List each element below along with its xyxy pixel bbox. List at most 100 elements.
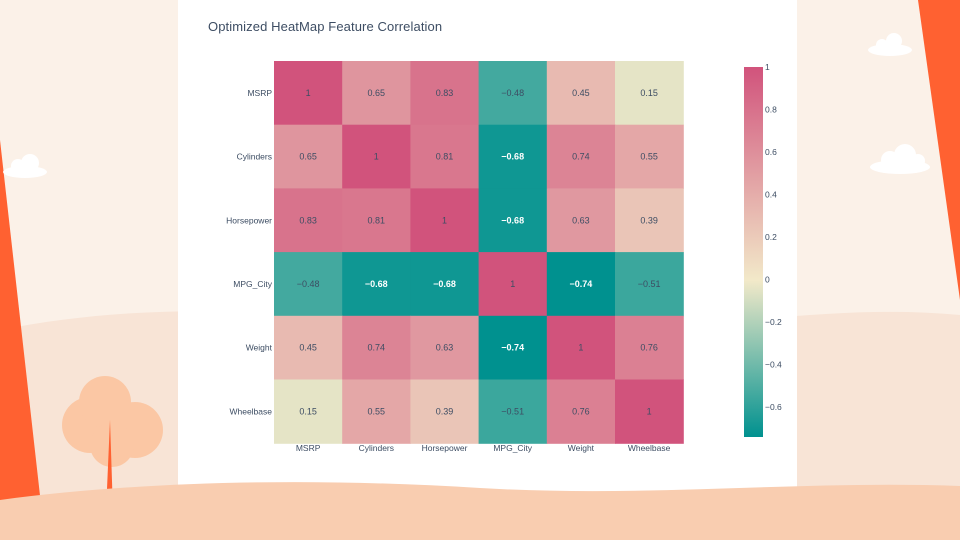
x-axis-labels: MSRP Cylinders Horsepower MPG_City Weight Whe…	[296, 443, 671, 453]
x-tick-label: Wheelbase	[628, 443, 671, 453]
y-tick-label: MPG_City	[233, 279, 272, 289]
cell-value-label: 0.81	[368, 215, 386, 225]
x-tick-label: Weight	[568, 443, 595, 453]
cell-value-label: 1	[442, 215, 447, 225]
cell-value-label: −0.48	[297, 279, 320, 289]
heatmap-cell	[410, 315, 480, 381]
cell-value-label: 0.83	[299, 215, 317, 225]
colorbar-tick-label: 0	[765, 275, 770, 285]
cell-value-label: 0.39	[640, 215, 658, 225]
heatmap-cell	[274, 379, 343, 444]
cell-value-label: 0.76	[572, 406, 590, 416]
cell-value-label: −0.68	[365, 279, 388, 289]
heatmap-cell	[342, 315, 411, 381]
colorbar-tick-label: 0.8	[765, 105, 777, 115]
heatmap-cell	[615, 61, 684, 126]
colorbar-labels: 1 0.8 0.6 0.4 0.2 0 −0.2 −0.4 −0.6	[765, 62, 782, 412]
cell-value-label: 0.74	[368, 343, 386, 353]
heatmap-cell	[410, 188, 480, 253]
y-axis-labels: MSRP Cylinders Horsepower MPG_City Weight Whe…	[226, 88, 273, 417]
cell-value-label: 1	[374, 152, 379, 162]
cell-value-label: −0.51	[638, 279, 661, 289]
cell-value-label: 0.15	[640, 88, 658, 98]
heatmap-cell	[274, 61, 343, 126]
heatmap-cell	[478, 188, 548, 253]
chart-title: Optimized HeatMap Feature Correlation	[208, 19, 443, 34]
heatmap-cell	[410, 61, 480, 126]
cell-value-label: 1	[306, 88, 311, 98]
cell-value-label: 0.65	[299, 152, 317, 162]
left-orange-ribbon	[0, 140, 45, 540]
heatmap-cell	[274, 252, 343, 317]
heatmap-cell	[478, 124, 548, 189]
heatmap-cell	[410, 124, 480, 189]
colorbar-tick-label: 1	[765, 62, 770, 72]
heatmap-cell	[615, 379, 684, 444]
heatmap-cell	[478, 252, 548, 317]
colorbar	[744, 67, 763, 437]
x-tick-label: Horsepower	[422, 443, 468, 453]
heatmap-cell	[615, 188, 684, 253]
colorbar-tick-label: 0.6	[765, 147, 777, 157]
cell-value-label: 0.83	[436, 88, 454, 98]
cell-value-label: 0.65	[368, 88, 386, 98]
y-tick-label: Horsepower	[226, 215, 272, 225]
cell-value-label: −0.74	[570, 279, 593, 289]
cell-value-label: −0.68	[501, 215, 524, 225]
y-tick-label: MSRP	[247, 88, 272, 98]
cell-value-label: −0.51	[501, 406, 524, 416]
heatmap-cell	[342, 124, 411, 189]
heatmap-cell	[546, 188, 616, 253]
cell-value-label: 0.63	[436, 343, 454, 353]
heatmap-cells: 1 0.65 0.83 −0.48 0.45 0.15 0.65 1 0.81 −0.68 0.74…	[274, 61, 684, 444]
x-tick-label: Cylinders	[359, 443, 394, 453]
heatmap-cell	[546, 124, 616, 189]
colorbar-tick-label: −0.2	[765, 317, 782, 327]
y-tick-label: Weight	[246, 343, 273, 353]
cell-value-label: 1	[510, 279, 515, 289]
cloud-icon	[868, 33, 912, 56]
heatmap-cell	[546, 252, 616, 317]
cell-value-label: 0.74	[572, 152, 590, 162]
heatmap-cell	[478, 379, 548, 444]
colorbar-tick-label: −0.4	[765, 360, 782, 370]
cell-value-label: 0.76	[640, 343, 658, 353]
colorbar-tick-label: 0.4	[765, 190, 777, 200]
cell-value-label: −0.48	[501, 88, 524, 98]
heatmap-cell	[615, 315, 684, 381]
heatmap-cell	[546, 315, 616, 381]
x-tick-label: MPG_City	[493, 443, 532, 453]
colorbar-tick-label: −0.6	[765, 402, 782, 412]
cloud-icon	[3, 154, 47, 178]
x-tick-label: MSRP	[296, 443, 321, 453]
heatmap-cell	[274, 315, 343, 381]
cell-value-label: 0.45	[572, 88, 590, 98]
y-tick-label: Wheelbase	[229, 406, 272, 416]
heatmap-cell	[342, 252, 411, 317]
cell-value-label: 0.45	[299, 343, 317, 353]
heatmap-cell	[342, 61, 411, 126]
cell-value-label: 0.63	[572, 215, 590, 225]
cloud-icon	[870, 144, 930, 174]
colorbar-tick-label: 0.2	[765, 232, 777, 242]
heatmap-cell	[342, 379, 411, 444]
heatmap-cell	[615, 124, 684, 189]
heatmap-cell	[546, 61, 616, 126]
heatmap-cell	[410, 252, 480, 317]
heatmap-cell	[274, 188, 343, 253]
tree-icon	[62, 376, 163, 512]
cell-value-label: 0.15	[299, 406, 317, 416]
cell-value-label: 0.55	[640, 152, 658, 162]
heatmap-cell	[478, 315, 548, 381]
cell-value-label: 0.39	[436, 406, 454, 416]
cell-value-label: 0.81	[436, 152, 454, 162]
heatmap-cell	[615, 252, 684, 317]
heatmap-cell	[478, 61, 548, 126]
cell-value-label: −0.74	[501, 343, 524, 353]
heatmap-cell	[342, 188, 411, 253]
heatmap-cell	[274, 124, 343, 189]
cell-value-label: 1	[647, 406, 652, 416]
cell-value-label: −0.68	[501, 152, 524, 162]
